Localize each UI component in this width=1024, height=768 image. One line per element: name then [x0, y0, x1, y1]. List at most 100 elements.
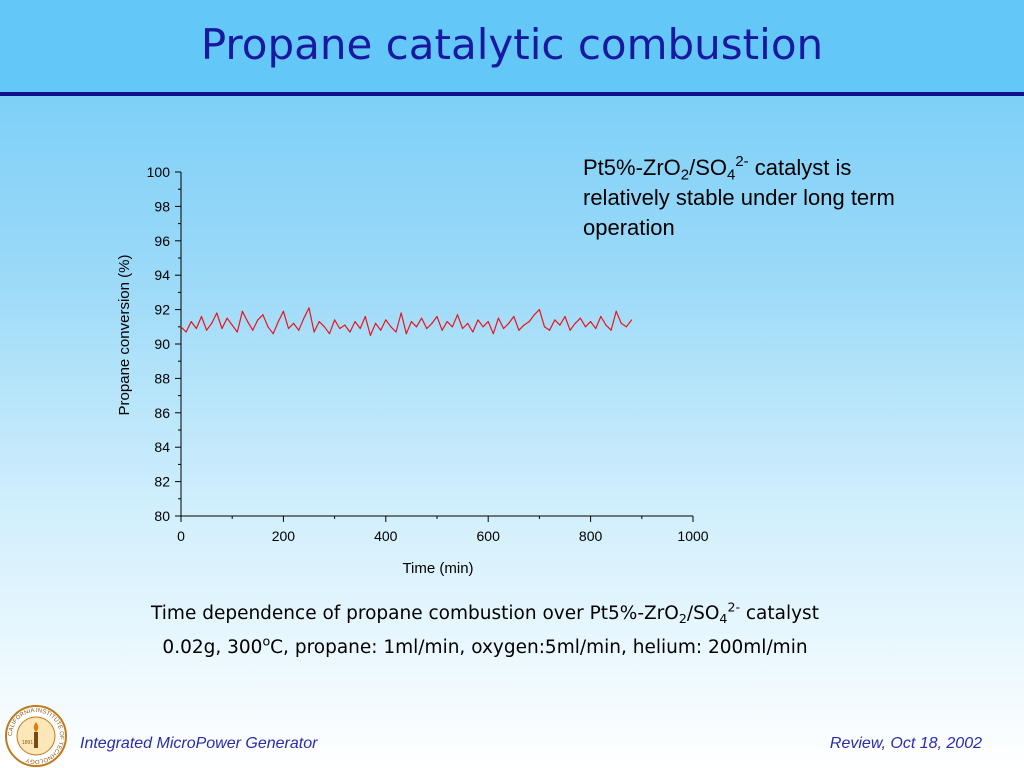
- data-point: [226, 317, 228, 319]
- data-point: [554, 319, 556, 321]
- data-point: [467, 322, 469, 324]
- data-point: [287, 327, 290, 330]
- data-point: [508, 322, 510, 324]
- data-point: [369, 334, 372, 336]
- data-point: [492, 333, 494, 335]
- y-tick-label: 88: [154, 370, 170, 386]
- y-tick-label: 84: [154, 439, 170, 455]
- data-point: [456, 314, 459, 316]
- y-tick-label: 80: [154, 508, 170, 524]
- data-point: [308, 307, 310, 309]
- data-point: [185, 331, 187, 333]
- data-point: [549, 329, 551, 331]
- seal-year: 1891: [22, 740, 33, 746]
- data-point: [313, 331, 315, 333]
- note-subscript: 2: [680, 166, 690, 184]
- data-point: [441, 329, 443, 331]
- data-point: [328, 333, 331, 335]
- note-subscript: 4: [727, 166, 736, 184]
- data-point: [303, 317, 305, 319]
- data-point: [206, 329, 208, 331]
- footer-date: Review, Oct 18, 2002: [829, 735, 982, 752]
- data-point: [344, 324, 346, 326]
- data-point: [380, 329, 382, 331]
- caption-superscript: 2-: [727, 599, 740, 615]
- data-point: [615, 310, 617, 312]
- x-axis-label: Time (min): [402, 560, 473, 577]
- data-point: [630, 319, 633, 321]
- data-point: [216, 312, 218, 314]
- data-point: [374, 322, 377, 324]
- data-point: [446, 321, 448, 323]
- data-point: [559, 324, 561, 326]
- x-tick-label: 400: [374, 528, 398, 544]
- y-tick-label: 90: [154, 336, 170, 352]
- data-point: [339, 327, 341, 330]
- caltech-seal-icon: CALIFORNIA INSTITUTE OF TECHNOLOGY 1891: [5, 705, 67, 767]
- caption-line-2: 0.02g, 300oC, propane: 1ml/min, oxygen:5…: [0, 631, 970, 665]
- data-point: [410, 321, 412, 323]
- caption-text: catalyst: [739, 603, 819, 624]
- data-point: [359, 327, 361, 330]
- data-point: [195, 327, 197, 330]
- data-point: [487, 321, 489, 323]
- note-text: Pt5%-ZrO: [583, 155, 681, 180]
- data-point: [533, 314, 535, 316]
- data-point: [595, 327, 597, 330]
- data-point: [272, 333, 274, 335]
- data-point: [400, 312, 402, 314]
- series-line: [180, 307, 633, 336]
- data-point: [262, 314, 264, 316]
- data-point: [257, 319, 259, 321]
- data-point: [436, 315, 438, 318]
- title-bar: [0, 0, 1024, 96]
- data-point: [180, 326, 182, 328]
- data-point: [538, 309, 541, 311]
- data-point: [513, 315, 515, 318]
- data-point: [364, 315, 366, 318]
- data-point: [584, 326, 587, 328]
- y-tick-label: 96: [154, 233, 170, 249]
- caption-superscript: o: [262, 633, 271, 649]
- data-point: [231, 324, 233, 326]
- caption-subscript: 4: [719, 610, 728, 626]
- data-point: [569, 329, 571, 331]
- data-point: [385, 319, 387, 321]
- note-text: /SO: [689, 155, 728, 180]
- data-point: [349, 331, 351, 333]
- data-point: [482, 326, 484, 328]
- data-point: [354, 321, 356, 323]
- data-point: [293, 322, 295, 324]
- data-point: [579, 317, 581, 319]
- y-tick-label: 98: [154, 198, 170, 214]
- data-point: [502, 327, 505, 330]
- x-tick-label: 1000: [677, 528, 708, 544]
- caption-subscript: 2: [678, 610, 687, 626]
- data-point: [564, 315, 566, 318]
- note-text: catalyst is relatively stable under long…: [583, 155, 895, 240]
- data-point: [574, 322, 576, 324]
- data-point: [523, 324, 525, 326]
- data-point: [415, 326, 418, 328]
- caption-line-1: Time dependence of propane combustion ov…: [0, 597, 970, 631]
- data-point: [395, 331, 397, 333]
- data-point: [620, 322, 622, 324]
- data-point: [334, 319, 336, 321]
- data-point: [200, 315, 203, 318]
- x-tick-label: 800: [579, 528, 603, 544]
- data-point: [405, 333, 407, 335]
- data-point: [600, 315, 602, 318]
- data-point: [221, 327, 223, 330]
- data-point: [236, 331, 238, 333]
- footer-project: Integrated MicroPower Generator: [80, 735, 318, 752]
- y-tick-label: 94: [154, 267, 170, 283]
- caption-text: Time dependence of propane combustion ov…: [151, 603, 679, 624]
- data-point: [277, 321, 279, 323]
- data-point: [528, 321, 530, 323]
- data-point: [605, 324, 607, 326]
- data-point: [318, 321, 320, 323]
- figure-caption: Time dependence of propane combustion ov…: [0, 597, 970, 665]
- y-tick-label: 92: [154, 302, 170, 318]
